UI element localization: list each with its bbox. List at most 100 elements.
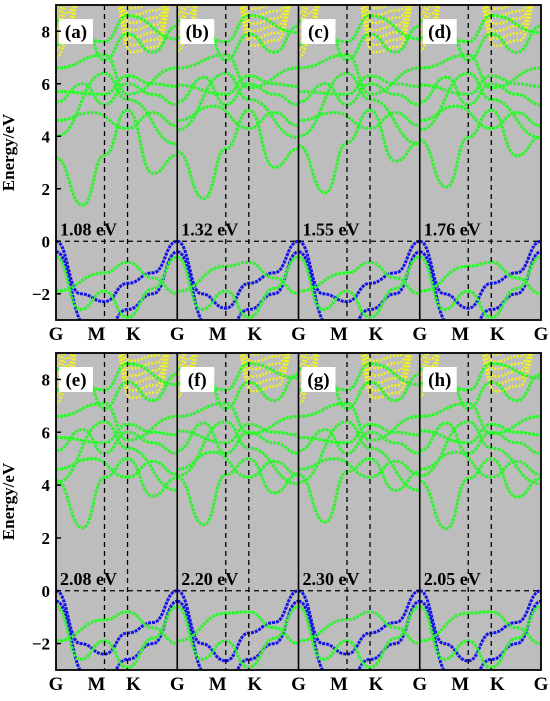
conduction-band [419, 421, 541, 455]
high-energy-band [121, 5, 165, 17]
band-gap-label: 2.08 eV [60, 569, 117, 589]
conduction-band [298, 428, 420, 455]
conduction-band [298, 74, 420, 96]
y-tick-label: 6 [42, 75, 51, 94]
band-gap-label: 1.32 eV [181, 219, 238, 239]
conduction-band [177, 369, 299, 411]
valence-band [419, 610, 541, 646]
high-energy-band [177, 353, 196, 376]
panel-label-box [180, 367, 215, 392]
valence-band [177, 250, 299, 320]
high-energy-band [119, 5, 168, 25]
conduction-band [56, 74, 178, 96]
y-tick-label: 2 [42, 180, 51, 199]
conduction-band [419, 457, 541, 531]
conduction-band [419, 53, 541, 90]
panel-h: (h) 2.05 eV G M K G [412, 334, 549, 695]
conduction-band [298, 108, 420, 195]
high-energy-band [242, 353, 286, 364]
x-tick-label: K [126, 674, 141, 695]
panel-label-box [59, 19, 93, 44]
panel-label: (e) [65, 370, 86, 391]
conduction-band [177, 75, 299, 107]
high-energy-band [368, 353, 385, 355]
high-energy-band [118, 353, 169, 385]
high-energy-band [112, 337, 178, 346]
high-energy-band [476, 337, 542, 347]
conduction-band [56, 428, 178, 455]
conduction-band [56, 401, 178, 442]
conduction-band [419, 74, 541, 96]
high-energy-band [240, 5, 289, 25]
conduction-band [419, 401, 541, 436]
conduction-band [177, 74, 299, 96]
valence-band [177, 605, 299, 669]
valence-band [56, 239, 178, 304]
conduction-band [56, 457, 178, 479]
panel-label: (g) [307, 370, 329, 391]
high-energy-band [482, 353, 532, 378]
x-tick-label: G [291, 674, 306, 695]
high-energy-band [354, 337, 420, 346]
band-gap-label: 2.05 eV [424, 569, 481, 589]
x-tick-label: K [490, 674, 505, 695]
high-energy-band [362, 5, 410, 25]
y-tick-label: −2 [32, 285, 50, 304]
valence-band [177, 610, 299, 646]
y-tick-label: 8 [42, 22, 51, 41]
high-energy-band [126, 353, 142, 355]
x-tick-label: K [490, 324, 505, 345]
valence-band [298, 605, 420, 669]
conduction-band [177, 420, 299, 486]
x-tick-label: M [330, 324, 348, 345]
y-axis-label: Energy/eV [0, 462, 18, 540]
valence-band [419, 239, 541, 310]
y-tick-label: 6 [42, 423, 51, 442]
conduction-band [56, 422, 178, 445]
plot-frame [55, 352, 542, 671]
high-energy-band [233, 0, 299, 2]
valence-band [419, 605, 541, 669]
conduction-band [298, 53, 420, 96]
conduction-band [177, 53, 299, 90]
conduction-band [177, 421, 299, 455]
x-tick-label: G [291, 324, 306, 345]
high-energy-band [419, 353, 439, 384]
conduction-band [298, 401, 420, 442]
conduction-band [177, 108, 299, 201]
valence-band [56, 605, 178, 669]
panel-label-box [180, 19, 215, 44]
panel-label-box [422, 367, 457, 392]
high-energy-band [354, 0, 420, 1]
x-tick-label: M [330, 674, 348, 695]
valence-band [298, 599, 420, 670]
valence-band [177, 589, 299, 663]
valence-band [419, 599, 541, 670]
chart-row-2: (e)2.08 eVG M K(f)2.20 eVG M K(g)2.30 eVG M K(… [0, 334, 549, 695]
high-energy-band [488, 353, 508, 356]
y-axis-label: Energy/eV [0, 113, 18, 191]
valence-band [298, 610, 420, 646]
conduction-band [298, 111, 420, 130]
high-energy-band [482, 353, 533, 386]
panel-f: (f) 2.20 eV G M K [170, 334, 299, 695]
x-tick-label: K [369, 324, 384, 345]
conduction-band [56, 108, 178, 207]
valence-band [56, 599, 178, 670]
valence-band [419, 255, 541, 319]
high-energy-band [233, 334, 299, 339]
conduction-band [56, 71, 178, 146]
y-tick-label: −2 [32, 635, 50, 654]
conduction-band [419, 108, 541, 189]
x-tick-label: G [412, 324, 427, 345]
x-tick-label: M [451, 674, 469, 695]
high-energy-band [239, 353, 291, 386]
panel-label-box [301, 367, 336, 392]
conduction-band [177, 71, 299, 140]
high-energy-band [476, 334, 542, 339]
band-gap-label: 2.20 eV [181, 569, 238, 589]
band-gap-label: 1.76 eV [424, 219, 481, 239]
conduction-band [419, 369, 541, 411]
x-tick-label: K [247, 324, 262, 345]
valence-band [298, 260, 420, 296]
